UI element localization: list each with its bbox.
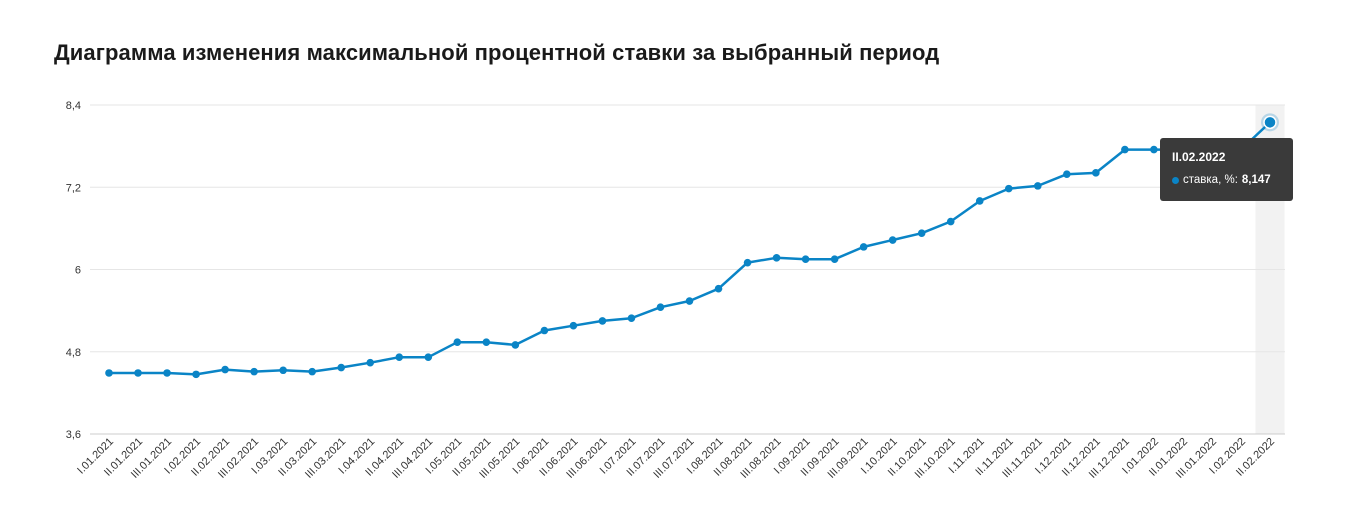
data-point [395, 353, 404, 362]
data-point [453, 338, 462, 346]
y-tick-label: 3,6 [66, 429, 81, 441]
y-tick-label: 6 [75, 265, 81, 277]
data-point [859, 243, 868, 251]
data-point [801, 255, 810, 264]
y-tick-label: 7,2 [66, 182, 81, 194]
tooltip-series-dot-icon [1172, 176, 1179, 184]
data-point [482, 338, 491, 346]
data-point [743, 258, 752, 267]
series-line [107, 121, 1272, 376]
data-point [424, 353, 433, 362]
data-point [569, 321, 578, 330]
tooltip-row: ставка, %: 8,147 [1172, 174, 1281, 186]
data-point [1092, 169, 1100, 177]
data-point [1263, 115, 1277, 130]
data-point [1004, 184, 1013, 193]
data-point [366, 358, 375, 367]
data-point [888, 236, 897, 244]
data-point [830, 255, 839, 264]
chart-tooltip: II.02.2022 ставка, %: 8,147 [1160, 138, 1293, 201]
data-point [105, 369, 113, 377]
data-point [163, 369, 171, 377]
data-point [134, 369, 142, 377]
data-point [1063, 170, 1071, 179]
data-point [1034, 182, 1042, 190]
data-point [598, 317, 607, 325]
data-point [656, 303, 665, 311]
data-point [946, 217, 955, 226]
y-tick-label: 8,4 [66, 100, 81, 112]
data-point [308, 367, 316, 376]
data-point [1121, 145, 1129, 154]
data-point [337, 363, 346, 372]
tooltip-value: 8,147 [1241, 174, 1271, 186]
data-point [685, 297, 694, 305]
y-tick-label: 4,8 [66, 347, 81, 359]
data-point [540, 326, 549, 335]
data-point [192, 370, 200, 379]
data-point [627, 314, 636, 322]
data-point [221, 365, 229, 374]
data-point [714, 284, 723, 293]
data-point [917, 229, 926, 237]
data-point [975, 197, 984, 205]
tooltip-series-label: ставка, %: [1183, 174, 1238, 186]
data-point [511, 341, 520, 349]
data-point [250, 367, 258, 376]
tooltip-date: II.02.2022 [1172, 150, 1226, 164]
data-point [1150, 145, 1158, 154]
data-point [772, 254, 781, 262]
chart-title: Диаграмма изменения максимальной процент… [54, 40, 940, 65]
data-point [279, 366, 287, 375]
